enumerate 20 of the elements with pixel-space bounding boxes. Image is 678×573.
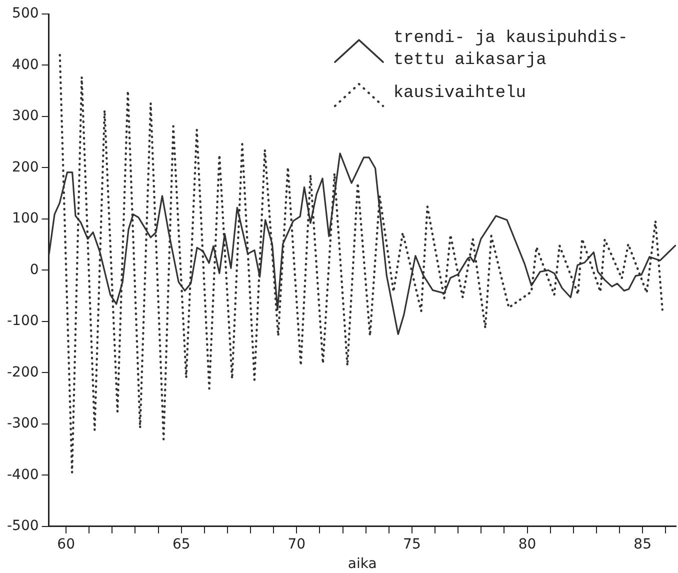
y-tick-label: -100 (6, 313, 39, 330)
y-tick-label: 400 (12, 56, 39, 73)
y-tick-label: 100 (12, 210, 39, 227)
x-tick-label: 60 (57, 536, 75, 552)
y-tick-label: -500 (6, 518, 39, 534)
x-tick-label: 85 (634, 536, 652, 552)
legend-label: trendi- ja kausipuhdis- tettu aikasarja (393, 28, 628, 72)
y-tick-label: -200 (6, 364, 39, 380)
y-tick-label: -400 (6, 466, 39, 483)
x-tick-label: 80 (518, 536, 536, 552)
y-tick-label: 0 (30, 262, 39, 278)
x-tick-label: 65 (172, 536, 190, 552)
x-tick-label: 75 (403, 536, 421, 552)
y-tick-label: 300 (12, 108, 39, 124)
legend-label: kausivaihtelu (393, 83, 526, 105)
x-axis-title: aika (348, 556, 377, 572)
x-tick-label: 70 (288, 536, 306, 552)
y-tick-label: -300 (6, 416, 39, 432)
y-tick-label: 200 (12, 159, 39, 176)
y-tick-label: 500 (12, 6, 39, 22)
